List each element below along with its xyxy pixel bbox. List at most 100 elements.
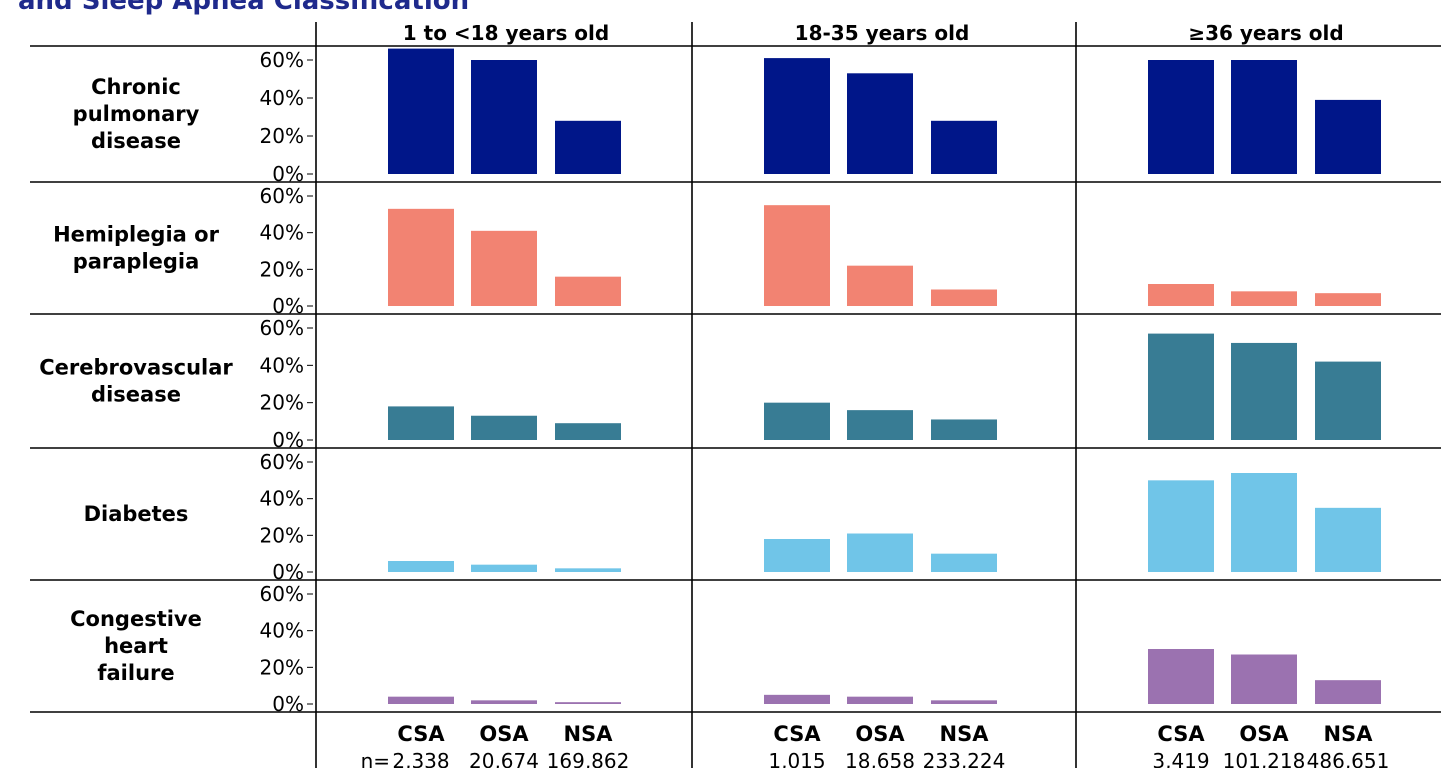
y-tick-label-cerebrovascular-disease-40: 40% xyxy=(260,353,304,377)
bar-congestive-heart-failure-36-years-old-nsa xyxy=(1315,680,1381,704)
y-tick-label-congestive-heart-failure-40: 40% xyxy=(260,619,304,643)
n-count-1-to-18-years-old-csa: 2,338 xyxy=(392,749,449,768)
y-tick-label-hemiplegia-or-paraplegia-60: 60% xyxy=(260,184,304,208)
bar-congestive-heart-failure-18-35-years-old-osa xyxy=(847,696,913,704)
row-label-congestive-heart-failure-line-0: Congestive xyxy=(70,607,202,631)
row-label-diabetes-line-0: Diabetes xyxy=(84,502,189,526)
y-tick-label-hemiplegia-or-paraplegia-0: 0% xyxy=(272,294,304,318)
bar-chronic-pulmonary-disease-18-35-years-old-nsa xyxy=(931,120,997,174)
bar-congestive-heart-failure-18-35-years-old-csa xyxy=(764,694,830,704)
bar-diabetes-36-years-old-osa xyxy=(1231,473,1297,572)
y-tick-label-diabetes-60: 60% xyxy=(260,450,304,474)
category-label-18-35-years-old-nsa: NSA xyxy=(940,722,990,746)
bar-chronic-pulmonary-disease-36-years-old-nsa xyxy=(1315,99,1381,174)
n-count-18-35-years-old-nsa: 233,224 xyxy=(923,749,1006,768)
bar-diabetes-1-to-18-years-old-nsa xyxy=(555,568,621,572)
bar-congestive-heart-failure-18-35-years-old-nsa xyxy=(931,700,997,704)
bar-chronic-pulmonary-disease-18-35-years-old-osa xyxy=(847,73,913,174)
bar-hemiplegia-or-paraplegia-18-35-years-old-nsa xyxy=(931,289,997,306)
n-count-1-to-18-years-old-nsa: 169,862 xyxy=(547,749,630,768)
bar-cerebrovascular-disease-1-to-18-years-old-osa xyxy=(471,415,537,440)
bar-diabetes-36-years-old-nsa xyxy=(1315,507,1381,572)
y-tick-label-chronic-pulmonary-disease-20: 20% xyxy=(260,124,304,148)
category-label-36-years-old-osa: OSA xyxy=(1239,722,1289,746)
row-label-chronic-pulmonary-disease-line-1: pulmonary xyxy=(73,102,200,126)
bar-chronic-pulmonary-disease-1-to-18-years-old-osa xyxy=(471,60,537,174)
bar-cerebrovascular-disease-36-years-old-nsa xyxy=(1315,361,1381,440)
bar-hemiplegia-or-paraplegia-1-to-18-years-old-nsa xyxy=(555,276,621,306)
bar-cerebrovascular-disease-1-to-18-years-old-nsa xyxy=(555,423,621,440)
bar-diabetes-18-35-years-old-osa xyxy=(847,533,913,572)
bar-cerebrovascular-disease-36-years-old-csa xyxy=(1148,333,1214,440)
row-label-congestive-heart-failure-line-1: heart xyxy=(104,634,168,658)
column-header-36-years-old: ≥36 years old xyxy=(1188,21,1343,45)
row-label-congestive-heart-failure-line-2: failure xyxy=(97,661,174,685)
bar-cerebrovascular-disease-36-years-old-osa xyxy=(1231,342,1297,440)
bar-chronic-pulmonary-disease-1-to-18-years-old-csa xyxy=(388,48,454,174)
bar-hemiplegia-or-paraplegia-1-to-18-years-old-csa xyxy=(388,208,454,306)
bar-diabetes-36-years-old-csa xyxy=(1148,480,1214,572)
bar-chronic-pulmonary-disease-1-to-18-years-old-nsa xyxy=(555,120,621,174)
bar-cerebrovascular-disease-18-35-years-old-csa xyxy=(764,402,830,440)
bar-diabetes-1-to-18-years-old-csa xyxy=(388,561,454,572)
category-label-18-35-years-old-osa: OSA xyxy=(855,722,905,746)
y-tick-label-diabetes-0: 0% xyxy=(272,560,304,584)
n-count-1-to-18-years-old-osa: 20,674 xyxy=(469,749,539,768)
n-prefix: n= xyxy=(361,749,390,768)
y-tick-label-chronic-pulmonary-disease-60: 60% xyxy=(260,48,304,72)
bar-hemiplegia-or-paraplegia-36-years-old-nsa xyxy=(1315,293,1381,306)
y-tick-label-cerebrovascular-disease-20: 20% xyxy=(260,391,304,415)
bar-cerebrovascular-disease-18-35-years-old-nsa xyxy=(931,419,997,440)
n-count-18-35-years-old-osa: 18,658 xyxy=(845,749,915,768)
bar-congestive-heart-failure-1-to-18-years-old-csa xyxy=(388,696,454,704)
bar-hemiplegia-or-paraplegia-18-35-years-old-osa xyxy=(847,265,913,306)
category-label-1-to-18-years-old-osa: OSA xyxy=(479,722,529,746)
n-count-36-years-old-csa: 3,419 xyxy=(1152,749,1209,768)
bar-diabetes-18-35-years-old-csa xyxy=(764,539,830,572)
bar-chronic-pulmonary-disease-36-years-old-osa xyxy=(1231,60,1297,174)
y-tick-label-congestive-heart-failure-60: 60% xyxy=(260,582,304,606)
y-tick-label-congestive-heart-failure-20: 20% xyxy=(260,655,304,679)
bar-diabetes-1-to-18-years-old-osa xyxy=(471,564,537,572)
category-label-36-years-old-nsa: NSA xyxy=(1324,722,1374,746)
n-count-18-35-years-old-csa: 1,015 xyxy=(768,749,825,768)
category-label-1-to-18-years-old-csa: CSA xyxy=(397,722,445,746)
bar-cerebrovascular-disease-1-to-18-years-old-csa xyxy=(388,406,454,440)
column-header-1-to-18-years-old: 1 to <18 years old xyxy=(403,21,609,45)
category-label-1-to-18-years-old-nsa: NSA xyxy=(564,722,614,746)
bar-congestive-heart-failure-1-to-18-years-old-osa xyxy=(471,700,537,704)
row-label-cerebrovascular-disease-line-1: disease xyxy=(91,383,181,407)
y-tick-label-diabetes-40: 40% xyxy=(260,487,304,511)
y-tick-label-chronic-pulmonary-disease-40: 40% xyxy=(260,86,304,110)
y-tick-label-congestive-heart-failure-0: 0% xyxy=(272,692,304,716)
bar-congestive-heart-failure-36-years-old-csa xyxy=(1148,649,1214,704)
bar-hemiplegia-or-paraplegia-36-years-old-osa xyxy=(1231,291,1297,306)
row-label-chronic-pulmonary-disease-line-2: disease xyxy=(91,129,181,153)
row-label-cerebrovascular-disease-line-0: Cerebrovascular xyxy=(39,356,233,380)
y-tick-label-cerebrovascular-disease-60: 60% xyxy=(260,316,304,340)
page-title: and Sleep Apnea Classification xyxy=(18,0,470,16)
bar-hemiplegia-or-paraplegia-18-35-years-old-csa xyxy=(764,205,830,306)
bar-chronic-pulmonary-disease-36-years-old-csa xyxy=(1148,60,1214,174)
row-label-hemiplegia-or-paraplegia-line-1: paraplegia xyxy=(73,250,200,274)
row-label-chronic-pulmonary-disease-line-0: Chronic xyxy=(91,75,181,99)
y-tick-label-cerebrovascular-disease-0: 0% xyxy=(272,428,304,452)
bar-hemiplegia-or-paraplegia-1-to-18-years-old-osa xyxy=(471,230,537,306)
category-label-18-35-years-old-csa: CSA xyxy=(773,722,821,746)
column-header-18-35-years-old: 18-35 years old xyxy=(795,21,970,45)
bar-congestive-heart-failure-36-years-old-osa xyxy=(1231,654,1297,704)
bar-diabetes-18-35-years-old-nsa xyxy=(931,553,997,572)
y-tick-label-diabetes-20: 20% xyxy=(260,523,304,547)
bar-cerebrovascular-disease-18-35-years-old-osa xyxy=(847,410,913,440)
category-label-36-years-old-csa: CSA xyxy=(1157,722,1205,746)
bar-congestive-heart-failure-1-to-18-years-old-nsa xyxy=(555,702,621,704)
y-tick-label-chronic-pulmonary-disease-0: 0% xyxy=(272,162,304,186)
y-tick-label-hemiplegia-or-paraplegia-20: 20% xyxy=(260,257,304,281)
row-label-hemiplegia-or-paraplegia-line-0: Hemiplegia or xyxy=(53,223,220,247)
n-count-36-years-old-osa: 101,218 xyxy=(1223,749,1306,768)
bar-chronic-pulmonary-disease-18-35-years-old-csa xyxy=(764,58,830,174)
bar-hemiplegia-or-paraplegia-36-years-old-csa xyxy=(1148,284,1214,306)
n-count-36-years-old-nsa: 486,651 xyxy=(1307,749,1390,768)
y-tick-label-hemiplegia-or-paraplegia-40: 40% xyxy=(260,221,304,245)
